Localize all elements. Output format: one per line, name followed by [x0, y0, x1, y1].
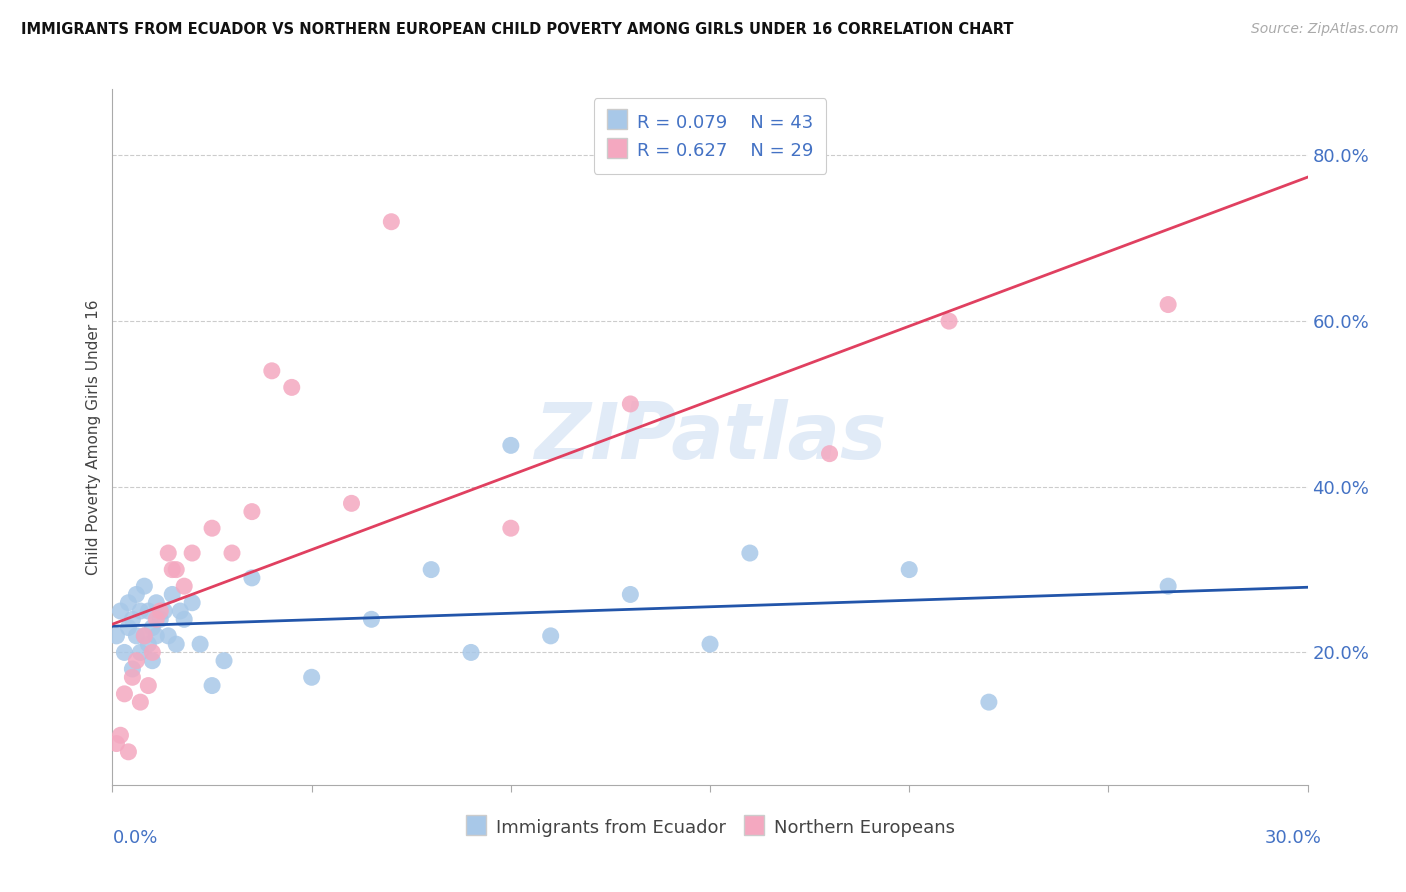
Point: [499, 521, 522, 535]
Point: [340, 496, 363, 510]
Point: [141, 621, 163, 635]
Text: 0.0%: 0.0%: [112, 829, 157, 847]
Text: IMMIGRANTS FROM ECUADOR VS NORTHERN EUROPEAN CHILD POVERTY AMONG GIRLS UNDER 16 : IMMIGRANTS FROM ECUADOR VS NORTHERN EURO…: [21, 22, 1014, 37]
Point: [134, 629, 156, 643]
Point: [134, 579, 156, 593]
Point: [181, 546, 204, 560]
Point: [173, 612, 195, 626]
Point: [188, 637, 211, 651]
Point: [540, 629, 562, 643]
Point: [460, 645, 482, 659]
Point: [938, 314, 960, 328]
Point: [117, 596, 139, 610]
Point: [145, 596, 167, 610]
Point: [165, 637, 187, 651]
Point: [129, 604, 152, 618]
Point: [240, 505, 263, 519]
Point: [134, 629, 156, 643]
Point: [1157, 579, 1180, 593]
Point: [125, 587, 148, 601]
Point: [153, 604, 176, 618]
Point: [114, 645, 135, 659]
Point: [110, 604, 132, 618]
Point: [110, 728, 132, 742]
Point: [181, 596, 204, 610]
Point: [360, 612, 382, 626]
Point: [141, 645, 163, 659]
Point: [105, 629, 128, 643]
Point: [818, 447, 841, 461]
Point: [380, 215, 402, 229]
Point: [240, 571, 263, 585]
Point: [149, 612, 172, 626]
Point: [301, 670, 323, 684]
Point: [125, 654, 148, 668]
Point: [281, 380, 304, 394]
Point: [105, 737, 128, 751]
Text: 30.0%: 30.0%: [1265, 829, 1322, 847]
Text: ZIPatlas: ZIPatlas: [534, 399, 886, 475]
Point: [898, 563, 921, 577]
Point: [129, 645, 152, 659]
Point: [141, 654, 163, 668]
Point: [169, 604, 191, 618]
Point: [699, 637, 721, 651]
Y-axis label: Child Poverty Among Girls Under 16: Child Poverty Among Girls Under 16: [86, 300, 101, 574]
Point: [201, 679, 224, 693]
Point: [114, 687, 135, 701]
Point: [138, 637, 160, 651]
Point: [977, 695, 1000, 709]
Point: [117, 745, 139, 759]
Point: [121, 612, 143, 626]
Point: [162, 587, 183, 601]
Point: [138, 604, 160, 618]
Point: [212, 654, 235, 668]
Point: [619, 587, 641, 601]
Point: [201, 521, 224, 535]
Point: [138, 679, 160, 693]
Point: [165, 563, 187, 577]
Point: [260, 364, 283, 378]
Point: [145, 629, 167, 643]
Point: [125, 629, 148, 643]
Point: [619, 397, 641, 411]
Point: [420, 563, 443, 577]
Point: [157, 546, 180, 560]
Point: [221, 546, 243, 560]
Point: [738, 546, 761, 560]
Point: [121, 662, 143, 676]
Point: [117, 621, 139, 635]
Point: [145, 612, 167, 626]
Point: [157, 629, 180, 643]
Point: [499, 438, 522, 452]
Point: [149, 604, 172, 618]
Point: [121, 670, 143, 684]
Text: Source: ZipAtlas.com: Source: ZipAtlas.com: [1251, 22, 1399, 37]
Legend: Immigrants from Ecuador, Northern Europeans: Immigrants from Ecuador, Northern Europe…: [457, 809, 963, 846]
Point: [162, 563, 183, 577]
Point: [129, 695, 152, 709]
Point: [173, 579, 195, 593]
Point: [1157, 297, 1180, 311]
